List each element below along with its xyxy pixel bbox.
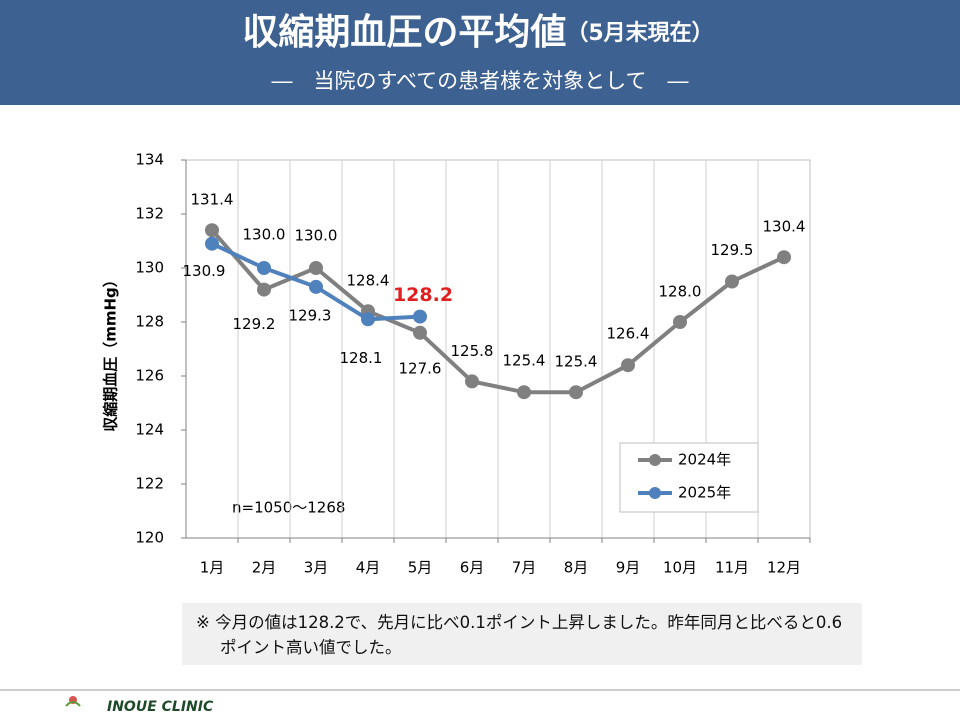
data-label: 130.0: [295, 227, 338, 245]
x-tick-label: 6月: [460, 559, 485, 577]
series-marker: [413, 325, 427, 340]
data-label: 125.4: [555, 353, 598, 371]
data-label: 129.2: [233, 315, 276, 333]
data-label: 128.1: [340, 349, 383, 367]
subtitle: ― 当院のすべての患者様を対象として ―: [271, 69, 688, 93]
y-axis-label: 収縮期血圧（mmHg）: [102, 272, 120, 432]
y-tick-label: 124: [135, 421, 164, 439]
series-marker: [517, 385, 531, 400]
legend-box: [619, 442, 759, 513]
x-tick-label: 12月: [767, 559, 801, 577]
data-label: 128.4: [347, 272, 390, 290]
annotation: n=1050～1268: [232, 499, 345, 517]
x-tick-label: 2月: [252, 559, 277, 577]
series-line: [210, 228, 785, 395]
series-marker: [361, 312, 375, 327]
data-label: 125.8: [451, 342, 494, 360]
series-marker: [257, 261, 271, 275]
note: ※ 今月の値は128.2で、先月に比べ0.1ポイント上昇しました。昨年同月と比べ…: [182, 603, 862, 665]
data-label: 127.6: [399, 359, 442, 377]
legend-label: 2024年: [678, 451, 731, 469]
series-marker: [621, 358, 635, 373]
data-label: 131.4: [191, 191, 234, 209]
series-marker: [309, 261, 323, 275]
series-marker: [413, 309, 427, 324]
series-marker: [673, 315, 687, 329]
y-tick-label: 130: [135, 259, 164, 277]
x-tick-label: 5月: [408, 559, 433, 577]
data-label: 130.9: [183, 262, 226, 280]
title-suffix: （5月末現在）: [566, 20, 713, 46]
header-band: [0, 0, 960, 105]
logo: [65, 696, 81, 707]
y-tick-label: 132: [135, 205, 164, 223]
data-label: 129.3: [289, 306, 332, 324]
legend-marker: [649, 487, 661, 499]
series-marker: [465, 374, 479, 389]
title-main: 収縮期血圧の平均値: [242, 12, 566, 53]
x-tick-label: 8月: [564, 559, 589, 577]
data-label: 129.5: [711, 241, 754, 259]
legend-label: 2025年: [678, 484, 731, 502]
data-label: 130.0: [243, 226, 286, 244]
footer-brand: INOUE CLINIC: [107, 699, 214, 715]
y-tick-label: 122: [135, 475, 164, 493]
data-label: 126.4: [607, 325, 650, 343]
x-tick-label: 10月: [663, 559, 697, 577]
data-label: 128.2: [393, 284, 453, 306]
data-label: 128.0: [659, 283, 702, 301]
x-tick-label: 7月: [512, 559, 537, 577]
chart-title: 収縮期血圧の平均値（5月末現在）: [242, 12, 713, 53]
x-tick-label: 11月: [715, 559, 749, 577]
series-marker: [569, 385, 583, 400]
series-marker: [725, 274, 739, 289]
legend: 2024年 2025年: [619, 442, 759, 513]
series-marker: [257, 282, 271, 297]
data-label: 130.4: [763, 218, 806, 236]
series-marker: [205, 236, 219, 251]
data-label: 125.4: [503, 352, 546, 370]
series-marker: [309, 279, 323, 294]
x-tick-label: 1月: [200, 559, 225, 577]
x-tick-label: 9月: [616, 559, 641, 577]
series-marker: [205, 223, 219, 238]
legend-marker: [649, 454, 661, 466]
y-tick-label: 128: [135, 313, 164, 331]
x-tick-label: 4月: [356, 559, 381, 577]
y-tick-label: 134: [135, 151, 164, 169]
y-tick-label: 126: [135, 367, 164, 385]
x-tick-label: 3月: [304, 559, 329, 577]
series-marker: [777, 250, 791, 265]
y-tick-label: 120: [135, 529, 164, 547]
